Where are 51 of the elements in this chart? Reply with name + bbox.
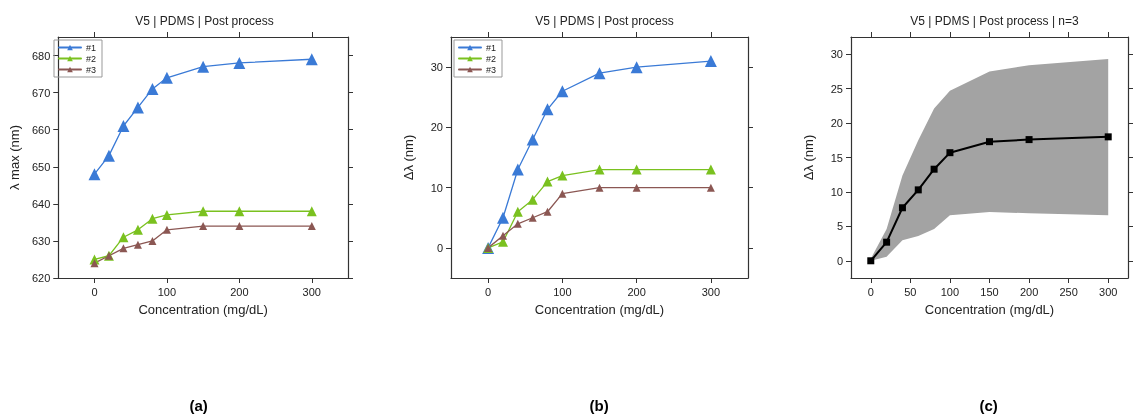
- y-axis-title: λ max (nm): [7, 125, 22, 190]
- x-axis-title: Concentration (mg/dL): [138, 302, 268, 317]
- y-tick-label: 650: [31, 160, 51, 173]
- y-tick-label: 660: [31, 123, 51, 136]
- x-tick-label: 0: [867, 285, 874, 298]
- y-tick-label: 0: [836, 254, 843, 267]
- y-tick-label: 30: [430, 61, 443, 74]
- y-tick-label: 680: [31, 49, 51, 62]
- x-tick-label: 200: [627, 285, 646, 298]
- y-tick-label: 30: [830, 48, 843, 61]
- x-tick-label: 300: [701, 285, 721, 298]
- text: (c): [979, 397, 998, 414]
- x-tick-label: 100: [157, 285, 177, 298]
- x-tick-label: 0: [91, 285, 98, 298]
- y-tick-label: 5: [836, 220, 843, 233]
- chart-title: V5 | PDMS | Post process: [135, 14, 274, 28]
- x-tick-label: 100: [553, 285, 572, 298]
- legend-label: #2: [86, 53, 97, 64]
- y-tick-label: 10: [430, 181, 443, 194]
- y-tick-label: 15: [830, 151, 843, 164]
- y-tick-label: 20: [430, 121, 443, 134]
- y-tick-label: 20: [830, 117, 843, 130]
- y-tick-label: 640: [31, 197, 51, 210]
- y-tick-label: 630: [31, 234, 51, 247]
- y-tick-label: 620: [31, 272, 51, 284]
- x-axis-title: Concentration (mg/dL): [924, 302, 1055, 317]
- legend-label: #1: [486, 42, 497, 53]
- x-tick-label: 200: [1019, 285, 1039, 298]
- x-tick-label: 100: [940, 285, 960, 298]
- chart-title: V5 | PDMS | Post process: [535, 14, 674, 28]
- y-tick-label: 670: [31, 86, 51, 99]
- x-tick-label: 0: [485, 285, 492, 298]
- chart-title: V5 | PDMS | Post process | n=3: [910, 14, 1080, 28]
- x-axis-title: Concentration (mg/dL): [534, 302, 665, 317]
- legend-label: #3: [86, 64, 97, 75]
- x-tick-label: 300: [1099, 285, 1118, 298]
- legend-label: #3: [486, 64, 497, 75]
- x-tick-label: 300: [302, 285, 321, 298]
- text: (a): [189, 397, 208, 414]
- text: (b): [589, 397, 609, 414]
- legend-label: #2: [486, 53, 497, 64]
- y-tick-label: 0: [436, 241, 443, 254]
- x-tick-label: 250: [1059, 285, 1078, 298]
- y-axis-title: Δλ (nm): [801, 134, 816, 181]
- y-axis-title: Δλ (nm): [401, 134, 416, 181]
- y-tick-label: 25: [830, 82, 843, 95]
- x-tick-label: 150: [980, 285, 999, 298]
- y-tick-label: 10: [830, 185, 843, 198]
- legend-label: #1: [86, 42, 97, 53]
- x-tick-label: 50: [904, 285, 917, 298]
- x-tick-label: 200: [230, 285, 249, 298]
